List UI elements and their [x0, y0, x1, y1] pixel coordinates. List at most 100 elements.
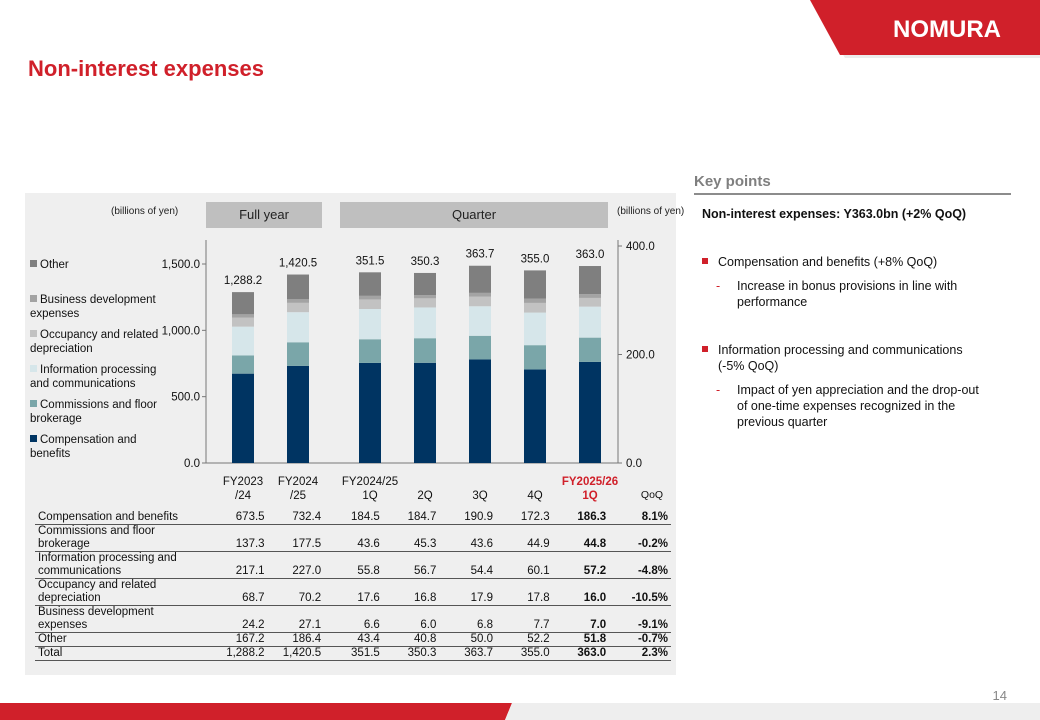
right-tick-label: 200.0 [626, 350, 655, 362]
bar-segment [414, 295, 436, 299]
bar-total-label: 351.5 [356, 255, 385, 267]
category-label: 1Q [362, 490, 377, 502]
table-cell: 57.2 [552, 551, 610, 579]
dash-icon: - [716, 383, 721, 397]
row-label: Commissions and floor brokerage [35, 524, 204, 552]
table-cell: 355.0 [496, 646, 553, 661]
banner-red [810, 0, 1040, 55]
footer-grey-band [505, 703, 1040, 720]
table-cell: 16.0 [552, 578, 610, 606]
key-point-bullet-2: Information processing and communication… [702, 342, 963, 374]
table-cell: -9.1% [609, 605, 671, 633]
bar-segment [359, 272, 381, 296]
bar-segment [232, 314, 254, 318]
table-cell: 56.7 [382, 551, 440, 579]
table-cell: 227.0 [267, 551, 325, 579]
legend-label-cont: expenses [30, 308, 80, 320]
table-cell: 184.7 [382, 511, 440, 525]
table-cell: 6.6 [324, 605, 383, 633]
table-cell: 60.1 [496, 551, 553, 579]
table-cell: 40.8 [382, 632, 440, 647]
quarter-header: Quarter [340, 202, 608, 228]
table-cell: 7.0 [552, 605, 610, 633]
bar-segment [232, 355, 254, 374]
bar-segment [469, 335, 491, 360]
full-year-header: Full year [206, 202, 322, 228]
dash-icon: - [716, 279, 721, 293]
sub-text: Increase in bonus provisions in line wit… [737, 279, 958, 309]
bar-segment [414, 298, 436, 308]
bar-segment [414, 272, 436, 296]
table-cell: 186.4 [267, 632, 325, 647]
bar-total-label: 363.0 [576, 249, 605, 261]
right-axis-unit: (billions of yen) [617, 206, 685, 217]
legend-swatch [30, 330, 37, 337]
bar-segment [414, 338, 436, 363]
table-cell: 217.1 [203, 551, 268, 579]
bar-segment [579, 361, 601, 463]
category-label: FY2025/26 [562, 476, 618, 488]
table-cell: 350.3 [382, 646, 440, 661]
bar-segment [469, 359, 491, 463]
bar-segment [232, 373, 254, 463]
bar-segment [414, 307, 436, 339]
bar-segment [579, 294, 601, 298]
bar-segment [359, 362, 381, 463]
bar-segment [287, 342, 309, 366]
right-tick-label: 400.0 [626, 241, 655, 253]
table-row: Compensation and benefits 673.5 732.4 184.5… [35, 511, 671, 525]
table-cell: 27.1 [267, 605, 325, 633]
legend-other: Other [30, 258, 170, 272]
category-label: 1Q [582, 490, 597, 502]
bar-segment [524, 312, 546, 346]
table-row: Information processing and communication… [35, 551, 671, 579]
key-point-bullet-1: Compensation and benefits (+8% QoQ) [702, 254, 937, 270]
table-cell: 2.3% [609, 646, 671, 661]
table-cell: 43.4 [324, 632, 383, 647]
key-points-headline: Non-interest expenses: Y363.0bn (+2% QoQ… [702, 207, 967, 221]
qoq-header: QoQ [641, 489, 663, 501]
row-label: Total [35, 646, 204, 661]
table-cell: 184.5 [324, 511, 383, 525]
table-row: Occupancy and related depreciation 68.7 70… [35, 578, 671, 606]
table-cell: 51.8 [552, 632, 610, 647]
table-cell: 1,420.5 [267, 646, 325, 661]
key-points-divider [694, 193, 1011, 195]
category-label: 4Q [527, 490, 542, 502]
table-cell: 55.8 [324, 551, 383, 579]
left-tick-label: 0.0 [184, 458, 200, 470]
sub-text: Impact of yen appreciation and the drop-… [737, 383, 979, 429]
left-axis-unit: (billions of yen) [111, 206, 179, 217]
category-label: FY2024/25 [342, 476, 398, 488]
table-cell: 44.8 [552, 524, 610, 552]
table-cell: 186.3 [552, 511, 610, 525]
bar-segment [287, 299, 309, 303]
bar-total-label: 350.3 [411, 256, 440, 268]
table-cell: 70.2 [267, 578, 325, 606]
legend-label: Commissions and floor [40, 399, 157, 411]
bar-segment [359, 339, 381, 363]
key-point-sub-1: - Increase in bonus provisions in line wi… [716, 278, 986, 310]
legend-swatch [30, 400, 37, 407]
legend-information-processing: Information processing and communications [30, 363, 170, 391]
category-label: /24 [235, 490, 252, 502]
bar-segment [469, 265, 491, 293]
table-cell: 68.7 [203, 578, 268, 606]
table-cell: 172.3 [496, 511, 553, 525]
table-cell: 363.0 [552, 646, 610, 661]
right-tick-label: 0.0 [626, 458, 642, 470]
page-number: 14 [992, 688, 1007, 703]
legend-swatch [30, 365, 37, 372]
table-cell: 17.8 [496, 578, 553, 606]
legend-label-cont: benefits [30, 448, 71, 460]
bar-segment [359, 299, 381, 309]
table-cell: 54.4 [439, 551, 496, 579]
legend-swatch [30, 260, 37, 267]
legend-label-cont: and communications [30, 378, 136, 390]
bar-total-label: 355.0 [521, 253, 550, 265]
bar-total-label: 363.7 [466, 249, 495, 261]
bar-segment [469, 292, 491, 297]
legend-occupancy: Occupancy and related depreciation [30, 328, 170, 356]
legend-label: Other [40, 259, 69, 271]
